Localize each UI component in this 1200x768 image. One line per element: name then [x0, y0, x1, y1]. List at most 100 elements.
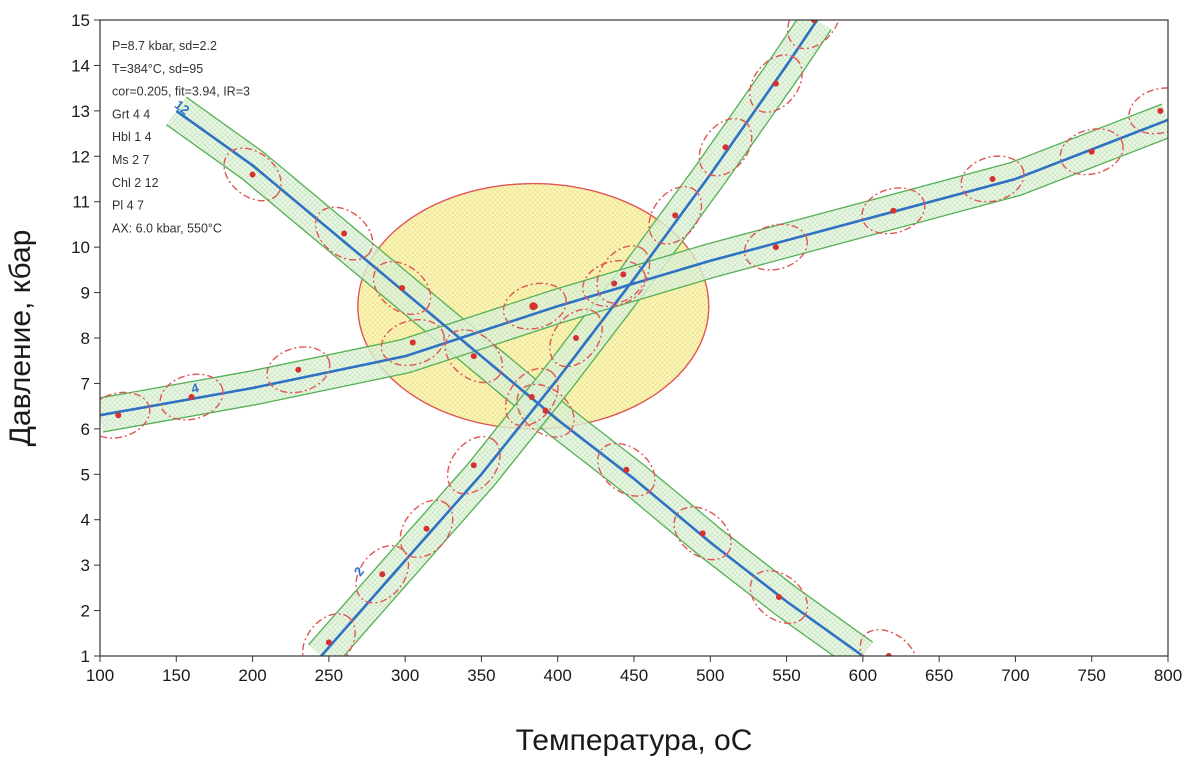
- info-line: P=8.7 kbar, sd=2.2: [112, 39, 217, 53]
- data-point: [989, 176, 996, 182]
- y-tick-label: 3: [81, 556, 90, 575]
- data-point: [399, 285, 406, 292]
- point-error-ellipse: [223, 147, 282, 202]
- data-point: [885, 653, 892, 656]
- error-band-hatch: [166, 97, 873, 656]
- error-band-edge: [102, 137, 1168, 433]
- x-axis: 100 150 200 250 300 350 400 450 500 550 600 650 700 7…: [86, 656, 1182, 685]
- y-tick-label: 14: [71, 56, 90, 75]
- x-tick-label: 600: [849, 666, 877, 685]
- point-error-ellipse: [673, 506, 732, 561]
- data-point: [772, 80, 779, 87]
- x-axis-title: Температура, оС: [516, 724, 753, 757]
- error-band-layer: [100, 20, 1168, 656]
- x-tick-label: 150: [162, 666, 190, 685]
- result-center-point: [529, 302, 538, 311]
- y-tick-label: 9: [81, 284, 90, 303]
- point-error-ellipse: [582, 259, 647, 308]
- data-point: [325, 639, 332, 646]
- error-band-edge: [342, 29, 832, 656]
- info-line: Ms 2 7: [112, 153, 150, 167]
- data-point: [409, 339, 416, 346]
- data-point: [890, 207, 897, 214]
- error-band-edge: [185, 96, 874, 643]
- x-tick-label: 100: [86, 666, 114, 685]
- data-point: [611, 280, 618, 287]
- point-error-ellipse: [502, 282, 567, 330]
- error-band-edge: [100, 103, 1163, 399]
- point-error-ellipse: [597, 442, 656, 497]
- data-point: [249, 171, 256, 178]
- point-error-ellipse: [301, 613, 356, 656]
- y-tick-label: 15: [71, 11, 90, 30]
- point-error-ellipse: [648, 185, 703, 245]
- data-point: [542, 407, 549, 414]
- y-axis-title: Давление, кбар: [4, 230, 37, 447]
- data-point: [188, 394, 195, 401]
- point-error-ellipse: [314, 206, 374, 261]
- point-error-ellipse: [399, 499, 454, 559]
- y-tick-label: 10: [71, 238, 90, 257]
- x-tick-label: 350: [467, 666, 495, 685]
- x-tick-label: 400: [544, 666, 572, 685]
- point-error-ellipse: [861, 187, 926, 235]
- point-error-ellipse: [372, 261, 432, 316]
- point-error-ellipse: [159, 373, 224, 421]
- data-point: [699, 530, 706, 537]
- data-point: [470, 353, 477, 360]
- x-tick-label: 800: [1154, 666, 1182, 685]
- y-tick-label: 12: [71, 147, 90, 166]
- data-point: [528, 394, 535, 401]
- point-error-ellipse: [749, 569, 809, 624]
- data-point: [295, 366, 302, 373]
- line-label-4: 4: [189, 380, 201, 397]
- data-point: [811, 20, 818, 23]
- y-tick-label: 2: [81, 602, 90, 621]
- info-line: AX: 6.0 kbar, 550°C: [112, 221, 222, 235]
- point-error-ellipse: [743, 223, 808, 271]
- point-error-ellipse: [380, 318, 445, 367]
- reaction-line-12: [175, 109, 864, 656]
- point-error-ellipse: [1059, 128, 1124, 176]
- info-line: T=384°C, sd=95: [112, 62, 203, 76]
- y-tick-label: 4: [81, 511, 90, 530]
- y-tick-label: 1: [81, 647, 90, 666]
- point-error-ellipse: [748, 54, 803, 113]
- data-point: [115, 412, 122, 419]
- x-tick-label: 450: [620, 666, 648, 685]
- info-line: Grt 4 4: [112, 107, 150, 121]
- y-tick-label: 5: [81, 465, 90, 484]
- data-point: [672, 212, 679, 219]
- y-tick-label: 8: [81, 329, 90, 348]
- data-point: [620, 271, 627, 278]
- data-point: [1157, 107, 1164, 114]
- data-point-layer: [115, 20, 1164, 656]
- data-point: [423, 525, 430, 532]
- data-point: [573, 335, 580, 341]
- error-band-edge: [166, 124, 835, 656]
- data-point: [772, 244, 779, 251]
- y-tick-label: 6: [81, 420, 90, 439]
- point-error-ellipse: [859, 628, 919, 656]
- x-tick-label: 750: [1078, 666, 1106, 685]
- point-error-ellipse: [787, 20, 841, 50]
- y-tick-label: 13: [71, 102, 90, 121]
- data-point: [1088, 148, 1095, 155]
- point-error-ellipse: [960, 155, 1025, 203]
- x-tick-label: 250: [315, 666, 343, 685]
- point-error-ellipse: [698, 117, 753, 177]
- data-point: [775, 593, 782, 600]
- x-tick-label: 550: [772, 666, 800, 685]
- x-tick-label: 650: [925, 666, 953, 685]
- point-error-ellipse: [100, 391, 151, 439]
- info-box: P=8.7 kbar, sd=2.2 T=384°C, sd=95 cor=0.20…: [112, 39, 250, 235]
- point-error-ellipse: [1128, 87, 1168, 135]
- error-band-edge: [308, 20, 798, 646]
- x-tick-label: 500: [696, 666, 724, 685]
- point-error-ellipse: [504, 367, 559, 427]
- data-point: [341, 230, 348, 237]
- data-point: [722, 144, 729, 151]
- point-error-ellipse: [596, 245, 651, 304]
